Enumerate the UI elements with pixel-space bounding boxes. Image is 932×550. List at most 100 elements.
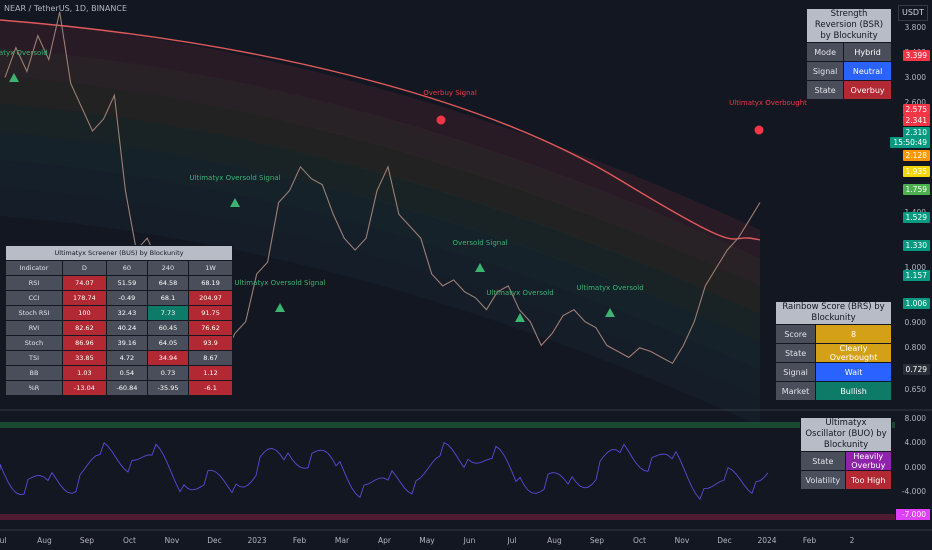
screener-cell: 178.74 (61, 290, 107, 306)
screener-cell: -13.04 (61, 380, 107, 396)
buo-title: Ultimatyx Oscillator (BUO) by Blockunity (800, 417, 892, 452)
screener-indicator: RVI (5, 320, 63, 336)
osc-lower-band (0, 514, 895, 520)
screener-cell: 1.03 (61, 365, 107, 381)
time-tick: Nov (165, 536, 180, 545)
bsr-title: Strength Reversion (BSR) by Blockunity (806, 8, 892, 43)
price-tick: 0.900 (905, 318, 927, 327)
screener-indicator: Stoch RSI (5, 305, 63, 321)
signal-label: Ultimatyx Oversold Signal (189, 174, 280, 182)
time-tick: May (419, 536, 435, 545)
time-tick: Aug (547, 536, 562, 545)
time-tick: 2024 (757, 536, 776, 545)
screener-cell: 204.97 (188, 290, 233, 306)
screener-cell: -0.49 (105, 290, 148, 306)
oversold-triangle (230, 198, 240, 207)
time-tick: Feb (293, 536, 307, 545)
bsr-row-value: Overbuy (843, 80, 892, 100)
buo-table: Ultimatyx Oscillator (BUO) by Blockunity… (800, 417, 893, 490)
rainbow-band (0, 132, 760, 370)
ma-line (0, 19, 761, 241)
rainbow-band (0, 188, 760, 426)
time-tick: Jun (463, 536, 476, 545)
screener-cell: 86.96 (61, 335, 107, 351)
price-axis-label: 1.006 (902, 298, 930, 309)
rainbow-band (0, 48, 760, 286)
rainbow-band (0, 76, 760, 314)
screener-cell: 33.85 (61, 350, 107, 366)
osc-label: -7.000 (902, 510, 926, 519)
screener-cell: 60.45 (146, 320, 190, 336)
screener-header: 60 (105, 260, 148, 276)
screener-cell: -60.84 (105, 380, 148, 396)
currency-button[interactable]: USDT (898, 5, 928, 21)
screener-cell: 74.07 (61, 275, 107, 291)
screener-header: D (61, 260, 107, 276)
price-axis-label: 2.575 (902, 104, 930, 115)
brs-row: State Clearly Overbought (774, 343, 892, 363)
screener-header: Indicator (5, 260, 63, 276)
screener-cell: 4.72 (105, 350, 148, 366)
price-axis-label: 3.399 (902, 50, 930, 61)
screener-cell: 64.58 (146, 275, 190, 291)
osc-tick: 4.000 (905, 438, 927, 447)
screener-row: RVI 82.62 40.24 60.45 76.62 (5, 320, 233, 336)
price-tick: 0.650 (905, 385, 927, 394)
osc-upper-band (0, 422, 895, 428)
price-axis-label: 2.310 (902, 127, 930, 138)
time-tick: Dec (207, 536, 222, 545)
brs-row-value: Clearly Overbought (815, 343, 892, 363)
brs-row-label: Signal (774, 362, 817, 382)
buo-row-value: Too High (844, 470, 893, 490)
time-tick: Jul (506, 536, 516, 545)
brs-row-label: Market (774, 381, 817, 401)
overbuy-dot (436, 115, 446, 125)
screener-row: BB 1.03 0.54 0.73 1.12 (5, 365, 233, 381)
brs-row: Score 8 (774, 324, 892, 344)
osc-tick: 8.000 (905, 414, 927, 423)
bsr-row: State Overbuy (805, 80, 892, 100)
screener-cell: 40.24 (105, 320, 148, 336)
time-tick: Nov (675, 536, 690, 545)
price-axis-label: 0.729 (902, 364, 930, 375)
brs-row-value: 8 (815, 324, 892, 344)
time-tick: Feb (803, 536, 817, 545)
osc-tick: 0.000 (905, 463, 927, 472)
screener-cell: 39.16 (105, 335, 148, 351)
screener-row: RSI 74.07 51.59 64.58 68.19 (5, 275, 233, 291)
rainbow-band (0, 160, 760, 398)
price-tick: 0.800 (905, 343, 927, 352)
bsr-row-label: Signal (805, 61, 845, 81)
screener-indicator: TSI (5, 350, 63, 366)
screener-cell: 82.62 (61, 320, 107, 336)
screener-indicator: BB (5, 365, 63, 381)
signal-label: Ultimatyx Overbought (729, 99, 807, 107)
signal-label: Ultimatyx Oversold Signal (234, 279, 325, 287)
bsr-row-label: Mode (805, 42, 845, 62)
screener-cell: 8.67 (188, 350, 233, 366)
bsr-row-label: State (805, 80, 845, 100)
signal-label: Overbuy Signal (423, 89, 477, 97)
screener-cell: -6.1 (188, 380, 233, 396)
rainbow-band (0, 104, 760, 342)
screener-cell: 64.05 (146, 335, 190, 351)
signal-label: Ultimatyx Oversold (0, 49, 48, 57)
screener-header: 1W (188, 260, 233, 276)
oversold-triangle (515, 313, 525, 322)
time-tick: Aug (37, 536, 52, 545)
time-tick: Oct (123, 536, 136, 545)
price-tick: 3.000 (905, 73, 927, 82)
buo-row-value: Heavily Overbuy (844, 451, 893, 471)
buo-row-label: Volatility (800, 470, 846, 490)
screener-header-row: Indicator D 60 240 1W (5, 260, 233, 276)
screener-cell: 0.54 (105, 365, 148, 381)
price-tick: 2.600 (905, 98, 927, 107)
buo-row: State Heavily Overbuy (800, 451, 893, 471)
screener-cell: 32.43 (105, 305, 148, 321)
oscillator-line (0, 441, 769, 500)
screener-cell: 68.1 (146, 290, 190, 306)
time-tick: Sep (590, 536, 604, 545)
bsr-row: Signal Neutral (805, 61, 892, 81)
